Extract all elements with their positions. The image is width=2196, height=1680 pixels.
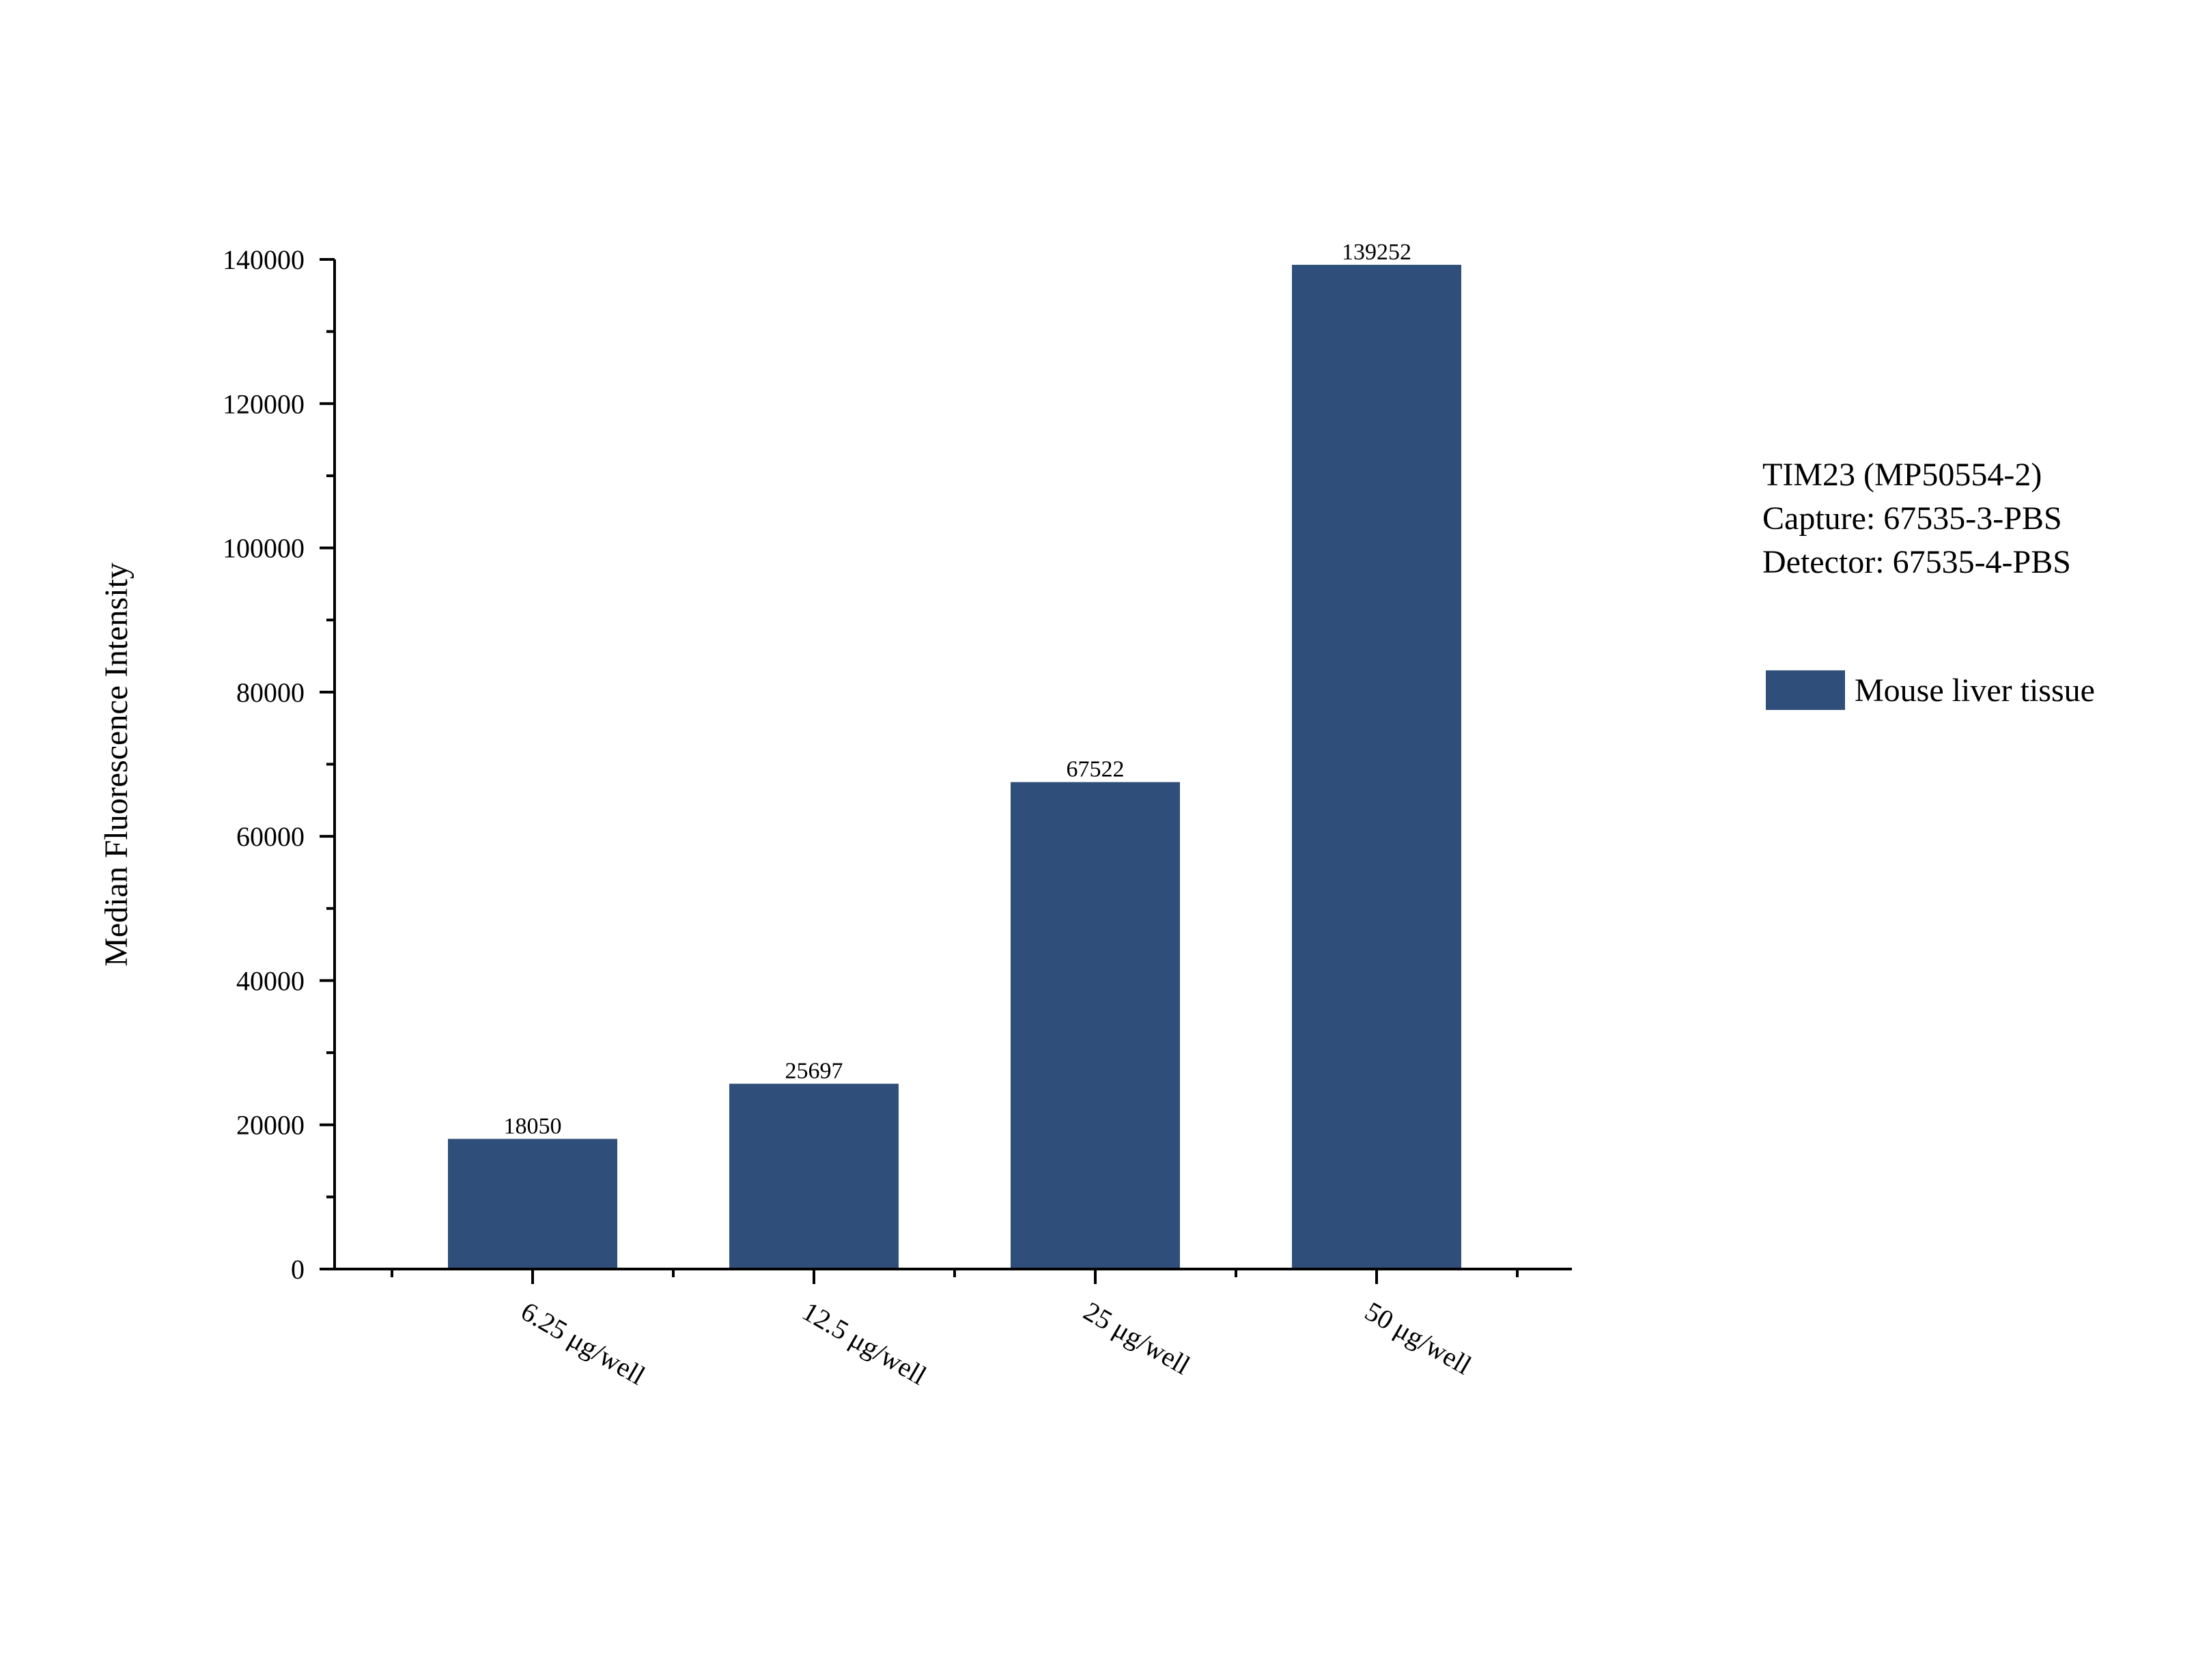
y-tick-label: 120000 bbox=[223, 388, 305, 419]
bar bbox=[1292, 264, 1461, 1269]
y-tick-label: 40000 bbox=[236, 965, 305, 996]
bar bbox=[1011, 782, 1180, 1269]
y-tick-label: 60000 bbox=[236, 821, 305, 852]
y-tick-label: 80000 bbox=[236, 677, 305, 708]
x-tick-label: 12.5 μg/well bbox=[798, 1296, 932, 1391]
capture-label: Capture: 67535-3-PBS bbox=[1762, 500, 2062, 537]
x-tick-label: 50 μg/well bbox=[1360, 1296, 1477, 1381]
y-axis-label: Median Fluorescence Intensity bbox=[98, 563, 135, 967]
bar-value-label: 18050 bbox=[504, 1113, 562, 1139]
bars-group bbox=[448, 264, 1461, 1269]
detector-label: Detector: 67535-4-PBS bbox=[1762, 544, 2071, 580]
y-tick-label: 100000 bbox=[223, 533, 305, 564]
legend: Mouse liver tissue bbox=[1766, 670, 2095, 710]
y-tick-label: 0 bbox=[291, 1254, 305, 1285]
bar-value-label: 139252 bbox=[1342, 240, 1411, 265]
bar-value-label: 25697 bbox=[785, 1059, 843, 1084]
x-tick-label: 6.25 μg/well bbox=[516, 1296, 651, 1391]
x-axis: 6.25 μg/well 12.5 μg/well 25 μg/well 50 μg/… bbox=[320, 1268, 1572, 1391]
bar bbox=[729, 1083, 899, 1269]
y-tick-label: 20000 bbox=[236, 1110, 305, 1141]
x-tick-label: 25 μg/well bbox=[1079, 1296, 1196, 1381]
y-axis: 0 20000 40000 60000 80000 100000 120000 140000 bbox=[223, 244, 336, 1285]
legend-swatch bbox=[1766, 670, 1845, 710]
antibody-label: TIM23 (MP50554-2) bbox=[1762, 457, 2042, 493]
chart-info-block: TIM23 (MP50554-2) Capture: 67535-3-PBS D… bbox=[1762, 453, 2071, 584]
legend-label: Mouse liver tissue bbox=[1855, 672, 2095, 709]
y-tick-label: 140000 bbox=[223, 244, 305, 275]
bar bbox=[448, 1139, 617, 1269]
value-labels-group: 18050 25697 67522 139252 bbox=[504, 240, 1412, 1139]
bar-value-label: 67522 bbox=[1067, 757, 1125, 782]
